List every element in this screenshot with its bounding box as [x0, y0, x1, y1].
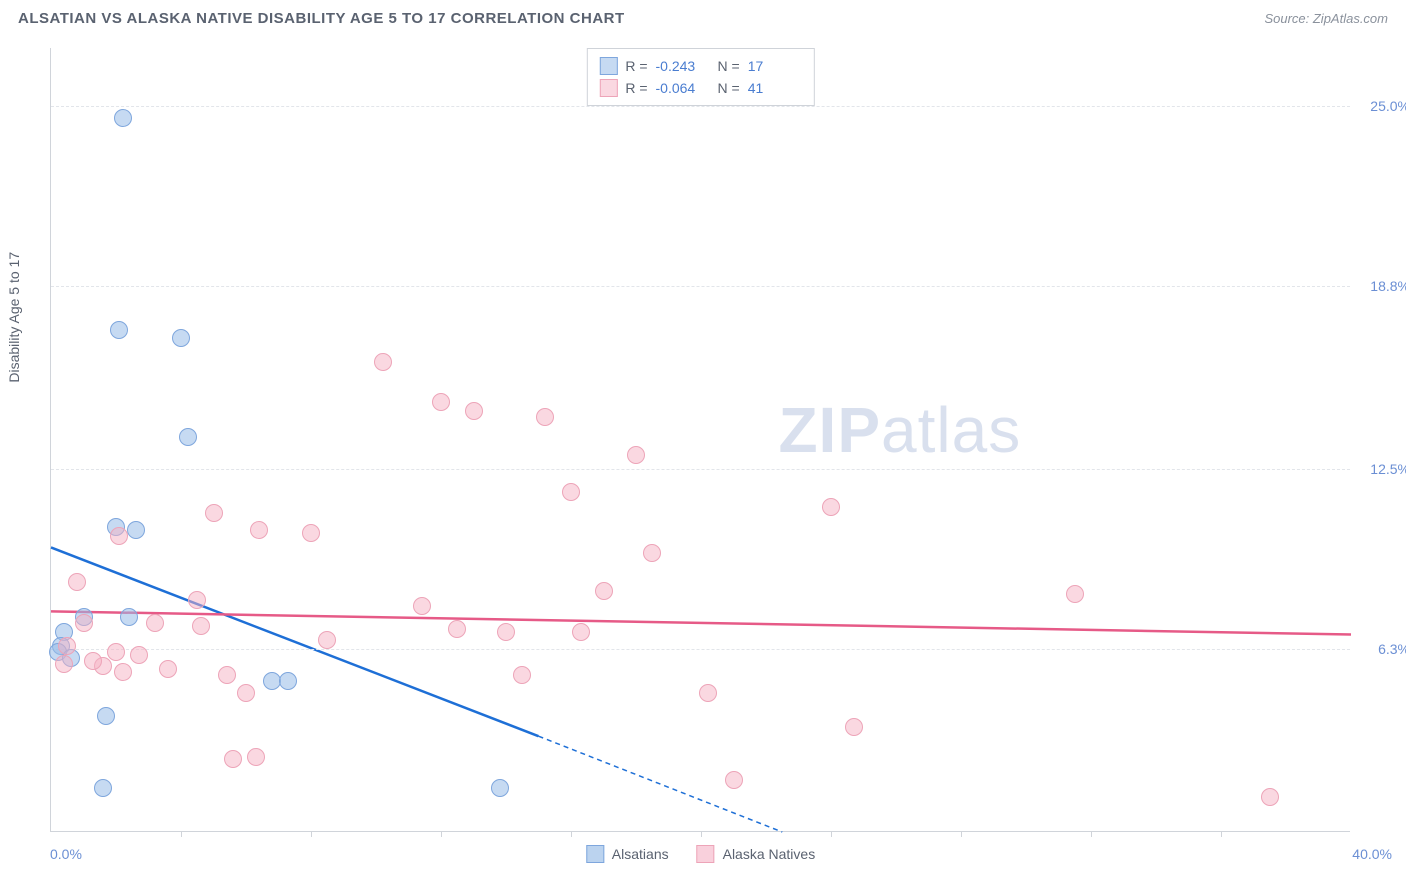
data-point — [84, 652, 102, 670]
chart-header: ALSATIAN VS ALASKA NATIVE DISABILITY AGE… — [18, 10, 1388, 27]
n-value-alsatians: 17 — [748, 58, 802, 74]
x-tick — [1221, 831, 1222, 837]
correlation-stats-box: R = -0.243 N = 17 R = -0.064 N = 41 — [586, 48, 814, 106]
data-point — [536, 408, 554, 426]
data-point — [562, 483, 580, 501]
data-point — [374, 353, 392, 371]
n-value-alaska: 41 — [748, 80, 802, 96]
r-value-alaska: -0.064 — [656, 80, 710, 96]
x-tick — [961, 831, 962, 837]
gridline — [51, 469, 1350, 470]
data-point — [250, 521, 268, 539]
gridline — [51, 106, 1350, 107]
data-point — [94, 779, 112, 797]
data-point — [627, 446, 645, 464]
data-point — [97, 707, 115, 725]
y-tick-label: 18.8% — [1370, 278, 1406, 294]
data-point — [822, 498, 840, 516]
data-point — [130, 646, 148, 664]
swatch-alsatians — [599, 57, 617, 75]
data-point — [218, 666, 236, 684]
series-legend: Alsatians Alaska Natives — [586, 845, 815, 863]
data-point — [114, 663, 132, 681]
data-point — [55, 655, 73, 673]
regression-line — [539, 736, 783, 832]
gridline — [51, 649, 1350, 650]
data-point — [413, 597, 431, 615]
legend-swatch-alsatians — [586, 845, 604, 863]
data-point — [68, 573, 86, 591]
stats-row-alaska: R = -0.064 N = 41 — [599, 77, 801, 99]
data-point — [114, 109, 132, 127]
r-value-alsatians: -0.243 — [656, 58, 710, 74]
x-tick — [1091, 831, 1092, 837]
data-point — [192, 617, 210, 635]
data-point — [237, 684, 255, 702]
r-label: R = — [625, 58, 647, 74]
data-point — [159, 660, 177, 678]
x-tick — [831, 831, 832, 837]
legend-label-alaska: Alaska Natives — [723, 846, 816, 862]
r-label: R = — [625, 80, 647, 96]
data-point — [491, 779, 509, 797]
data-point — [247, 748, 265, 766]
data-point — [1066, 585, 1084, 603]
data-point — [179, 428, 197, 446]
x-axis-max-label: 40.0% — [1352, 846, 1392, 862]
legend-item-alsatians: Alsatians — [586, 845, 669, 863]
data-point — [107, 643, 125, 661]
data-point — [205, 504, 223, 522]
y-tick-label: 6.3% — [1378, 641, 1406, 657]
gridline — [51, 286, 1350, 287]
y-tick-label: 12.5% — [1370, 461, 1406, 477]
x-tick — [571, 831, 572, 837]
legend-item-alaska: Alaska Natives — [697, 845, 816, 863]
data-point — [172, 329, 190, 347]
data-point — [448, 620, 466, 638]
n-label: N = — [718, 80, 740, 96]
legend-label-alsatians: Alsatians — [612, 846, 669, 862]
y-tick-label: 25.0% — [1370, 98, 1406, 114]
data-point — [188, 591, 206, 609]
x-tick — [441, 831, 442, 837]
data-point — [127, 521, 145, 539]
data-point — [497, 623, 515, 641]
x-tick — [701, 831, 702, 837]
x-axis-min-label: 0.0% — [50, 846, 82, 862]
data-point — [318, 631, 336, 649]
regression-line — [51, 547, 539, 736]
source-name: ZipAtlas.com — [1313, 11, 1388, 26]
chart-title: ALSATIAN VS ALASKA NATIVE DISABILITY AGE… — [18, 10, 625, 27]
data-point — [643, 544, 661, 562]
x-tick — [181, 831, 182, 837]
data-point — [725, 771, 743, 789]
data-point — [432, 393, 450, 411]
source-attribution: Source: ZipAtlas.com — [1264, 11, 1388, 26]
data-point — [120, 608, 138, 626]
data-point — [146, 614, 164, 632]
data-point — [513, 666, 531, 684]
data-point — [279, 672, 297, 690]
data-point — [110, 527, 128, 545]
x-tick — [311, 831, 312, 837]
regression-lines — [51, 48, 1351, 832]
source-prefix: Source: — [1264, 11, 1312, 26]
n-label: N = — [718, 58, 740, 74]
data-point — [110, 321, 128, 339]
data-point — [1261, 788, 1279, 806]
data-point — [75, 614, 93, 632]
data-point — [465, 402, 483, 420]
swatch-alaska — [599, 79, 617, 97]
data-point — [699, 684, 717, 702]
stats-row-alsatians: R = -0.243 N = 17 — [599, 55, 801, 77]
y-axis-title: Disability Age 5 to 17 — [6, 252, 22, 383]
legend-swatch-alaska — [697, 845, 715, 863]
data-point — [595, 582, 613, 600]
data-point — [224, 750, 242, 768]
data-point — [302, 524, 320, 542]
data-point — [58, 637, 76, 655]
data-point — [572, 623, 590, 641]
data-point — [845, 718, 863, 736]
plot-area: ZIPatlas R = -0.243 N = 17 R = -0.064 N … — [50, 48, 1350, 832]
